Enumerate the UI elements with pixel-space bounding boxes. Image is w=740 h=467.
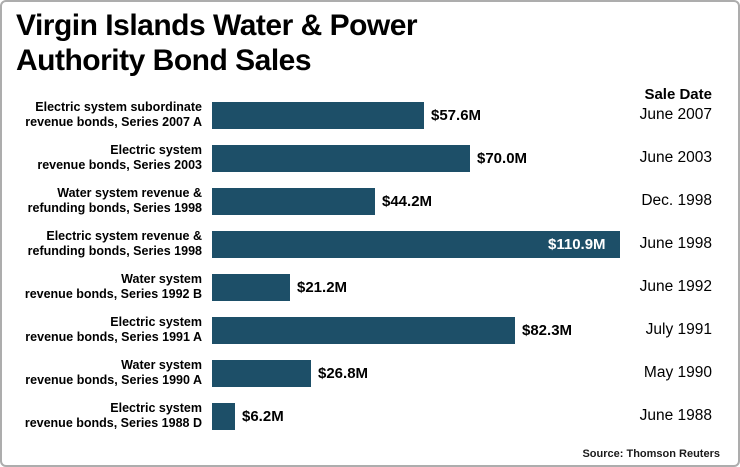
bond-label: Electric system revenue bonds, Series 19… bbox=[16, 401, 212, 431]
bond-label-line1: Electric system bbox=[110, 315, 202, 329]
bar-value-label: $6.2M bbox=[242, 407, 284, 425]
bond-label: Water system revenue bonds, Series 1990 … bbox=[16, 358, 212, 388]
bar-cell: $70.0M bbox=[212, 144, 620, 172]
chart-row: Electric system revenue bonds, Series 19… bbox=[16, 309, 724, 351]
bar-cell: $82.3M bbox=[212, 316, 620, 344]
bar-value-label: $70.0M bbox=[477, 149, 528, 167]
bond-label: Electric system revenue bonds, Series 20… bbox=[16, 143, 212, 173]
chart-title-line1: Virgin Islands Water & Power bbox=[16, 9, 418, 42]
bond-label-line1: Water system bbox=[121, 358, 202, 372]
bar-value-label: $44.2M bbox=[382, 192, 433, 210]
bond-label-line1: Electric system subordinate bbox=[35, 100, 202, 114]
bar-value-label: $21.2M bbox=[297, 278, 348, 296]
bar-cell: $21.2M bbox=[212, 273, 620, 301]
bond-label: Electric system revenue & refunding bond… bbox=[16, 229, 212, 259]
bar bbox=[212, 359, 311, 387]
bar-cell: $110.9M bbox=[212, 230, 620, 258]
bond-label-line2: refunding bonds, Series 1998 bbox=[27, 201, 202, 215]
chart-row: Water system revenue & refunding bonds, … bbox=[16, 180, 724, 222]
bar bbox=[212, 187, 375, 215]
source-credit: Source: Thomson Reuters bbox=[582, 448, 720, 460]
bond-label: Electric system subordinate revenue bond… bbox=[16, 100, 212, 130]
bar-value-label: $57.6M bbox=[431, 106, 482, 124]
bar-cell: $44.2M bbox=[212, 187, 620, 215]
sale-date: Dec. 1998 bbox=[641, 192, 712, 209]
bond-label: Electric system revenue bonds, Series 19… bbox=[16, 315, 212, 345]
bond-label-line1: Electric system bbox=[110, 401, 202, 415]
sale-date: June 1988 bbox=[639, 407, 712, 424]
chart-row: Electric system revenue bonds, Series 19… bbox=[16, 395, 724, 437]
chart-title: Virgin Islands Water & Power Authority B… bbox=[16, 8, 724, 78]
bond-label-line2: revenue bonds, Series 1990 A bbox=[25, 373, 202, 387]
bond-label-line2: revenue bonds, Series 2003 bbox=[37, 158, 202, 172]
bar bbox=[212, 230, 620, 258]
bond-label-line1: Water system bbox=[121, 272, 202, 286]
chart-row: Electric system subordinate revenue bond… bbox=[16, 94, 724, 136]
sale-date: May 1990 bbox=[643, 364, 712, 381]
sale-date-column-header: Sale Date bbox=[644, 86, 712, 103]
bond-label: Water system revenue & refunding bonds, … bbox=[16, 186, 212, 216]
bond-label-line2: revenue bonds, Series 2007 A bbox=[25, 115, 202, 129]
bar bbox=[212, 316, 515, 344]
bar bbox=[212, 144, 470, 172]
chart-row: Electric system revenue & refunding bond… bbox=[16, 223, 724, 265]
chart-rows: Electric system subordinate revenue bond… bbox=[16, 94, 724, 437]
chart-row: Electric system revenue bonds, Series 20… bbox=[16, 137, 724, 179]
bond-label-line1: Electric system bbox=[110, 143, 202, 157]
bar-cell: $57.6M bbox=[212, 101, 620, 129]
bar-cell: $6.2M bbox=[212, 402, 620, 430]
bar-cell: $26.8M bbox=[212, 359, 620, 387]
bar bbox=[212, 402, 235, 430]
bar bbox=[212, 273, 290, 301]
bar bbox=[212, 101, 424, 129]
sale-date: June 2003 bbox=[639, 149, 712, 166]
bar-value-label: $26.8M bbox=[318, 364, 369, 382]
sale-date: June 2007 bbox=[639, 106, 712, 123]
sale-date: June 1998 bbox=[639, 235, 712, 252]
sale-date: June 1992 bbox=[639, 278, 712, 295]
chart-row: Water system revenue bonds, Series 1992 … bbox=[16, 266, 724, 308]
bond-label-line1: Water system revenue & bbox=[57, 186, 202, 200]
bond-label-line1: Electric system revenue & bbox=[46, 229, 202, 243]
bond-label: Water system revenue bonds, Series 1992 … bbox=[16, 272, 212, 302]
bar-value-label: $110.9M bbox=[548, 235, 606, 253]
chart-title-line2: Authority Bond Sales bbox=[16, 44, 312, 77]
chart-row: Water system revenue bonds, Series 1990 … bbox=[16, 352, 724, 394]
bond-label-line2: revenue bonds, Series 1988 D bbox=[24, 416, 202, 430]
bond-label-line2: revenue bonds, Series 1991 A bbox=[25, 330, 202, 344]
sale-date: July 1991 bbox=[645, 321, 712, 338]
bond-label-line2: revenue bonds, Series 1992 B bbox=[24, 287, 202, 301]
bar-value-label: $82.3M bbox=[522, 321, 573, 339]
bond-label-line2: refunding bonds, Series 1998 bbox=[27, 244, 202, 258]
